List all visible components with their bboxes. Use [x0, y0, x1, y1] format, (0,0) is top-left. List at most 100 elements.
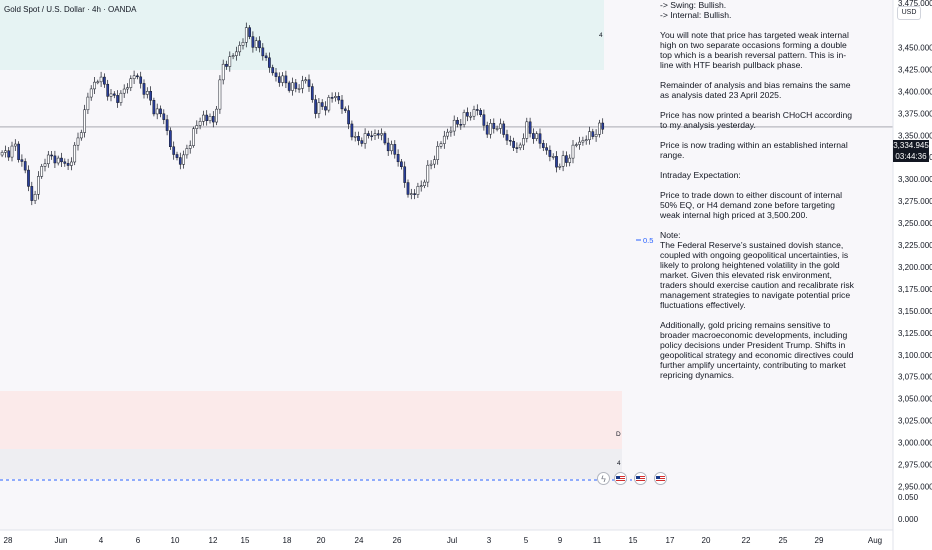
candle-body: [136, 75, 139, 78]
candle-body: [93, 81, 96, 90]
candle-body: [33, 194, 37, 201]
candles-group: [0, 22, 605, 206]
time-tick-label: 11: [593, 536, 602, 545]
candle-body: [83, 109, 86, 133]
candle-body: [439, 143, 443, 147]
us-flag-icon[interactable]: [614, 472, 627, 485]
candle-body: [297, 88, 301, 90]
candle-body: [449, 130, 453, 133]
candle-body: [116, 95, 119, 103]
candle-body: [162, 113, 166, 120]
candle-body: [452, 119, 456, 132]
candle-body: [7, 150, 11, 158]
demand-zone: [0, 391, 622, 449]
candle-body: [13, 143, 17, 147]
fib-eq-label: 0.5: [643, 236, 654, 245]
price-tick-label: 3,250.000: [898, 219, 932, 228]
candle-body: [413, 193, 416, 195]
us-flag-icon[interactable]: [634, 472, 647, 485]
price-tick-label: 3,400.000: [898, 87, 932, 96]
time-axis[interactable]: 28 Jun 4 6 10 12 15 18 20 24 26 Jul 3 5 9 11 15 17 20 22 25 2…: [4, 536, 883, 545]
candle-body: [155, 108, 159, 115]
candle-body: [4, 150, 7, 153]
analysis-note: -> Swing: Bullish. -> Internal: Bullish.…: [660, 0, 856, 390]
candle-body: [73, 144, 77, 163]
price-tick-label: 3,125.000: [898, 329, 932, 338]
candle-body: [472, 109, 476, 117]
candle-body: [188, 145, 192, 149]
chart-title: Gold Spot / U.S. Dollar · 4h · OANDA: [4, 5, 137, 14]
time-tick-label: 5: [524, 536, 529, 545]
candle-body: [304, 79, 308, 82]
time-tick-label: 24: [355, 536, 364, 545]
candle-body: [287, 82, 291, 91]
demand-zone-label: D: [616, 431, 621, 438]
candle-body: [43, 163, 47, 167]
candle-body: [367, 133, 370, 136]
price-tick-label: 3,275.000: [898, 197, 932, 206]
candle-body: [343, 108, 347, 111]
candle-body: [86, 96, 90, 111]
candle-body: [40, 166, 44, 177]
price-axis[interactable]: 3,475.000 3,450.000 3,425.000 3,400.000 3,37…: [898, 0, 932, 524]
candle-body: [27, 169, 30, 187]
price-tick-label: 3,050.000: [898, 395, 932, 404]
price-tick-label: 3,000.000: [898, 439, 932, 448]
candle-body: [182, 154, 185, 165]
candle-body: [426, 164, 430, 183]
lower-zone-label: 4: [617, 460, 621, 467]
candle-body: [99, 76, 103, 83]
candle-body: [598, 122, 601, 135]
candle-body: [10, 145, 14, 158]
candle-body: [238, 45, 242, 53]
supply-zone: [0, 0, 604, 70]
candle-body: [393, 144, 397, 155]
candle-body: [373, 133, 377, 136]
candle-body: [508, 140, 512, 142]
candle-body: [400, 161, 403, 168]
candle-body: [208, 116, 212, 121]
note-paragraph: You will note that price has targeted we…: [660, 30, 849, 70]
candle-body: [228, 56, 232, 67]
currency-button[interactable]: USD: [897, 6, 921, 20]
candle-body: [294, 82, 298, 89]
candle-body: [96, 81, 100, 84]
candle-body: [175, 154, 179, 158]
candle-body: [109, 93, 113, 97]
time-tick-label: 20: [702, 536, 711, 545]
price-tick-label: 3,425.000: [898, 65, 932, 74]
candle-body: [469, 115, 473, 118]
candle-body: [122, 88, 126, 94]
candle-body: [291, 82, 294, 91]
candle-body: [462, 112, 466, 125]
dividend-icon[interactable]: ϟ: [597, 472, 610, 485]
candle-body: [482, 114, 486, 126]
candle-body: [327, 97, 331, 111]
candle-body: [363, 133, 367, 144]
candle-body: [568, 157, 572, 163]
candle-body: [538, 133, 542, 144]
candle-body: [565, 155, 568, 163]
candle-body: [172, 146, 176, 155]
candle-body: [37, 176, 40, 195]
time-tick-label: 20: [317, 536, 326, 545]
candle-body: [165, 119, 169, 131]
candle-body: [235, 51, 238, 56]
candle-body: [409, 193, 413, 195]
candle-body: [466, 112, 469, 117]
candle-body: [277, 76, 281, 83]
time-tick-label: 29: [815, 536, 824, 545]
last-price-value: 3,334.945: [893, 141, 929, 150]
candle-body: [601, 122, 605, 130]
candle-body: [353, 136, 357, 138]
candle-body: [46, 154, 50, 165]
candle-body: [76, 137, 80, 146]
price-tick-label: 2,975.000: [898, 461, 932, 470]
candle-body: [555, 156, 558, 168]
candle-body: [334, 96, 337, 98]
time-tick-label: 15: [629, 536, 638, 545]
candle-body: [419, 185, 423, 187]
price-tick-label: 3,175.000: [898, 285, 932, 294]
us-flag-icon[interactable]: [654, 472, 667, 485]
